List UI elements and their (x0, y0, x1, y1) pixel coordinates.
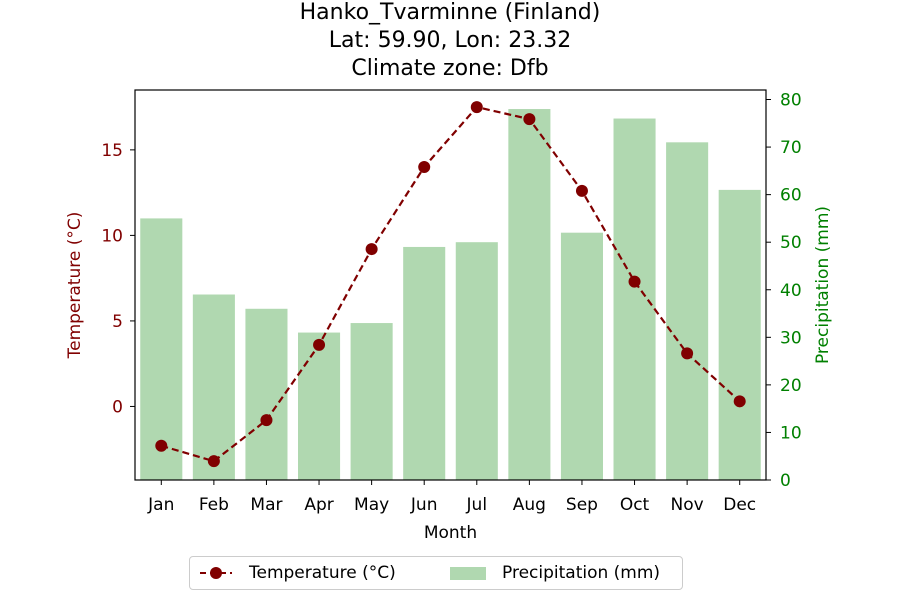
temperature-point-dec (733, 395, 746, 408)
chart-title-line-1: Hanko_Tvarminne (Finland) (299, 0, 601, 25)
precip-tick-label-50: 50 (780, 233, 802, 253)
x-tick-label-nov: Nov (671, 495, 704, 515)
temperature-point-may (365, 243, 378, 256)
temperature-point-feb (207, 455, 220, 468)
precip-bar-may (350, 323, 393, 480)
x-tick-label-dec: Dec (723, 495, 756, 515)
temperature-line (160, 105, 741, 463)
temperature-point-apr (313, 338, 326, 351)
precip-bar-mar (245, 308, 288, 480)
temperature-point-aug (523, 113, 536, 126)
temperature-point-jun (418, 160, 431, 173)
x-tick-label-oct: Oct (620, 495, 650, 515)
precip-tick-label-80: 80 (780, 91, 802, 111)
plot-frame (134, 89, 767, 481)
legend-temperature-label: Temperature (°C) (249, 563, 396, 583)
chart-title-line-2: Lat: 59.90, Lon: 23.32 (328, 28, 572, 53)
x-tick-label-jul: Jul (466, 495, 488, 515)
x-tick-label-sep: Sep (566, 495, 598, 515)
temp-tick-label-10: 10 (101, 226, 123, 246)
legend-temperature-marker-icon (200, 567, 232, 579)
precip-bar-apr (298, 332, 341, 480)
precip-bar-aug (508, 109, 551, 481)
x-tick-label-jan: Jan (147, 495, 174, 515)
precipitation-axis-label: Precipitation (mm) (813, 206, 833, 364)
temperature-point-jul (470, 101, 483, 114)
precip-bar-jul (455, 242, 498, 480)
precip-tick-label-20: 20 (780, 376, 802, 396)
chart-title-line-3: Climate zone: Dfb (351, 56, 549, 81)
precip-tick-label-0: 0 (780, 471, 791, 491)
x-tick-label-aug: Aug (513, 495, 546, 515)
precip-tick-label-60: 60 (780, 186, 802, 206)
temp-tick-label-15: 15 (101, 141, 123, 161)
precip-bar-oct (613, 118, 656, 480)
temperature-point-sep (575, 184, 588, 197)
temperature-point-nov (681, 347, 694, 360)
x-tick-label-feb: Feb (199, 495, 229, 515)
precip-tick-label-70: 70 (780, 138, 802, 158)
temp-tick-label-0: 0 (112, 397, 123, 417)
precip-bar-sep (560, 232, 603, 480)
x-tick-label-may: May (354, 495, 389, 515)
temperature-point-jan (155, 439, 168, 452)
chart-legend: Temperature (°C) Precipitation (mm) (189, 556, 683, 590)
precip-bar-feb (192, 294, 235, 480)
precip-bar-dec (718, 189, 761, 480)
temp-tick-label-5: 5 (112, 312, 123, 332)
precip-tick-label-10: 10 (780, 423, 802, 443)
precip-tick-label-40: 40 (780, 281, 802, 301)
temperature-point-mar (260, 414, 273, 427)
x-tick-label-jun: Jun (410, 495, 438, 515)
precip-bar-jun (403, 246, 446, 480)
legend-precipitation-swatch-icon (450, 567, 486, 580)
temperature-point-oct (628, 275, 641, 288)
precip-tick-label-30: 30 (780, 328, 802, 348)
temperature-axis-label: Temperature (°C) (65, 212, 85, 360)
legend-precipitation-label: Precipitation (mm) (502, 563, 661, 583)
precip-bar-nov (666, 142, 709, 480)
x-tick-label-mar: Mar (250, 495, 282, 515)
precip-bar-jan (140, 218, 183, 481)
x-tick-label-apr: Apr (304, 495, 333, 515)
x-axis-label: Month (424, 523, 477, 543)
